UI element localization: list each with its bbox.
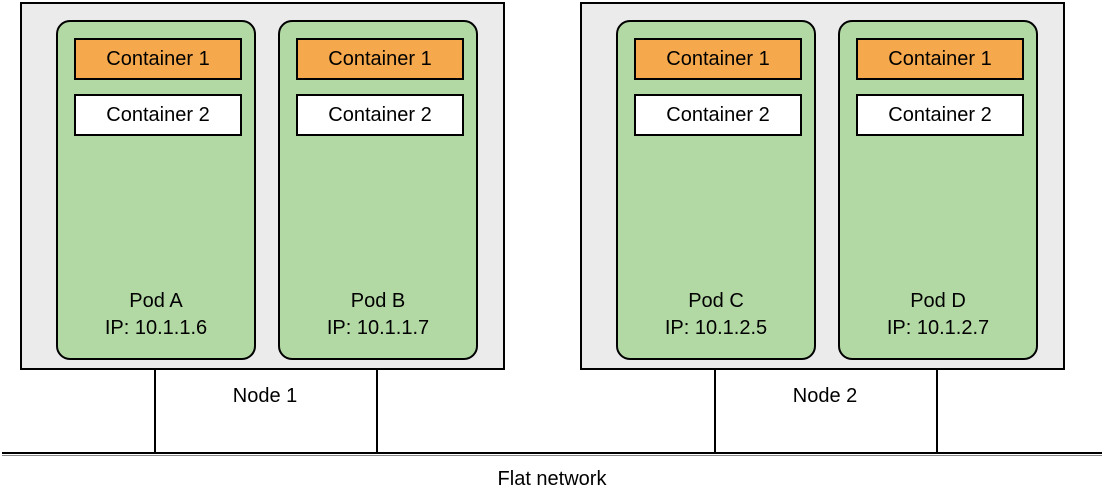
container-label: Container 2	[328, 104, 431, 127]
container-label: Container 1	[888, 48, 991, 71]
pod-b-link	[376, 370, 378, 452]
pod-a-container-1: Container 1	[74, 38, 242, 80]
container-label: Container 1	[666, 48, 769, 71]
container-label: Container 2	[888, 104, 991, 127]
pod-b-container-2: Container 2	[296, 94, 464, 136]
pod-b: Container 1 Container 2 Pod B IP: 10.1.1…	[278, 20, 478, 360]
pod-c-container-1: Container 1	[634, 38, 802, 80]
network-line-shadow	[2, 455, 1102, 456]
pod-d-container-2: Container 2	[856, 94, 1024, 136]
container-label: Container 2	[106, 104, 209, 127]
pod-a-link	[154, 370, 156, 452]
container-label: Container 1	[106, 48, 209, 71]
pod-name: Pod D	[910, 290, 966, 312]
node-2: Container 1 Container 2 Pod C IP: 10.1.2…	[580, 2, 1065, 370]
pod-name: Pod C	[688, 290, 744, 312]
network-line	[2, 452, 1102, 454]
pod-ip: 10.1.2.5	[695, 317, 767, 339]
pod-a: Container 1 Container 2 Pod A IP: 10.1.1…	[56, 20, 256, 360]
pod-c-label: Pod C IP: 10.1.2.5	[618, 288, 814, 342]
pod-d: Container 1 Container 2 Pod D IP: 10.1.2…	[838, 20, 1038, 360]
node-2-label: Node 2	[760, 385, 890, 408]
node-1-label: Node 1	[200, 385, 330, 408]
network-label: Flat network	[0, 468, 1104, 491]
pod-a-label: Pod A IP: 10.1.1.6	[58, 288, 254, 342]
node-1: Container 1 Container 2 Pod A IP: 10.1.1…	[20, 2, 505, 370]
pod-ip: 10.1.1.6	[135, 317, 207, 339]
pod-name: Pod B	[351, 290, 405, 312]
pod-a-container-2: Container 2	[74, 94, 242, 136]
pod-d-link	[936, 370, 938, 452]
pod-ip: 10.1.2.7	[917, 317, 989, 339]
pod-d-label: Pod D IP: 10.1.2.7	[840, 288, 1036, 342]
pod-name: Pod A	[129, 290, 182, 312]
pod-c-container-2: Container 2	[634, 94, 802, 136]
pod-c-link	[714, 370, 716, 452]
pod-c: Container 1 Container 2 Pod C IP: 10.1.2…	[616, 20, 816, 360]
pod-ip: 10.1.1.7	[357, 317, 429, 339]
pod-b-label: Pod B IP: 10.1.1.7	[280, 288, 476, 342]
container-label: Container 1	[328, 48, 431, 71]
pod-d-container-1: Container 1	[856, 38, 1024, 80]
container-label: Container 2	[666, 104, 769, 127]
pod-b-container-1: Container 1	[296, 38, 464, 80]
